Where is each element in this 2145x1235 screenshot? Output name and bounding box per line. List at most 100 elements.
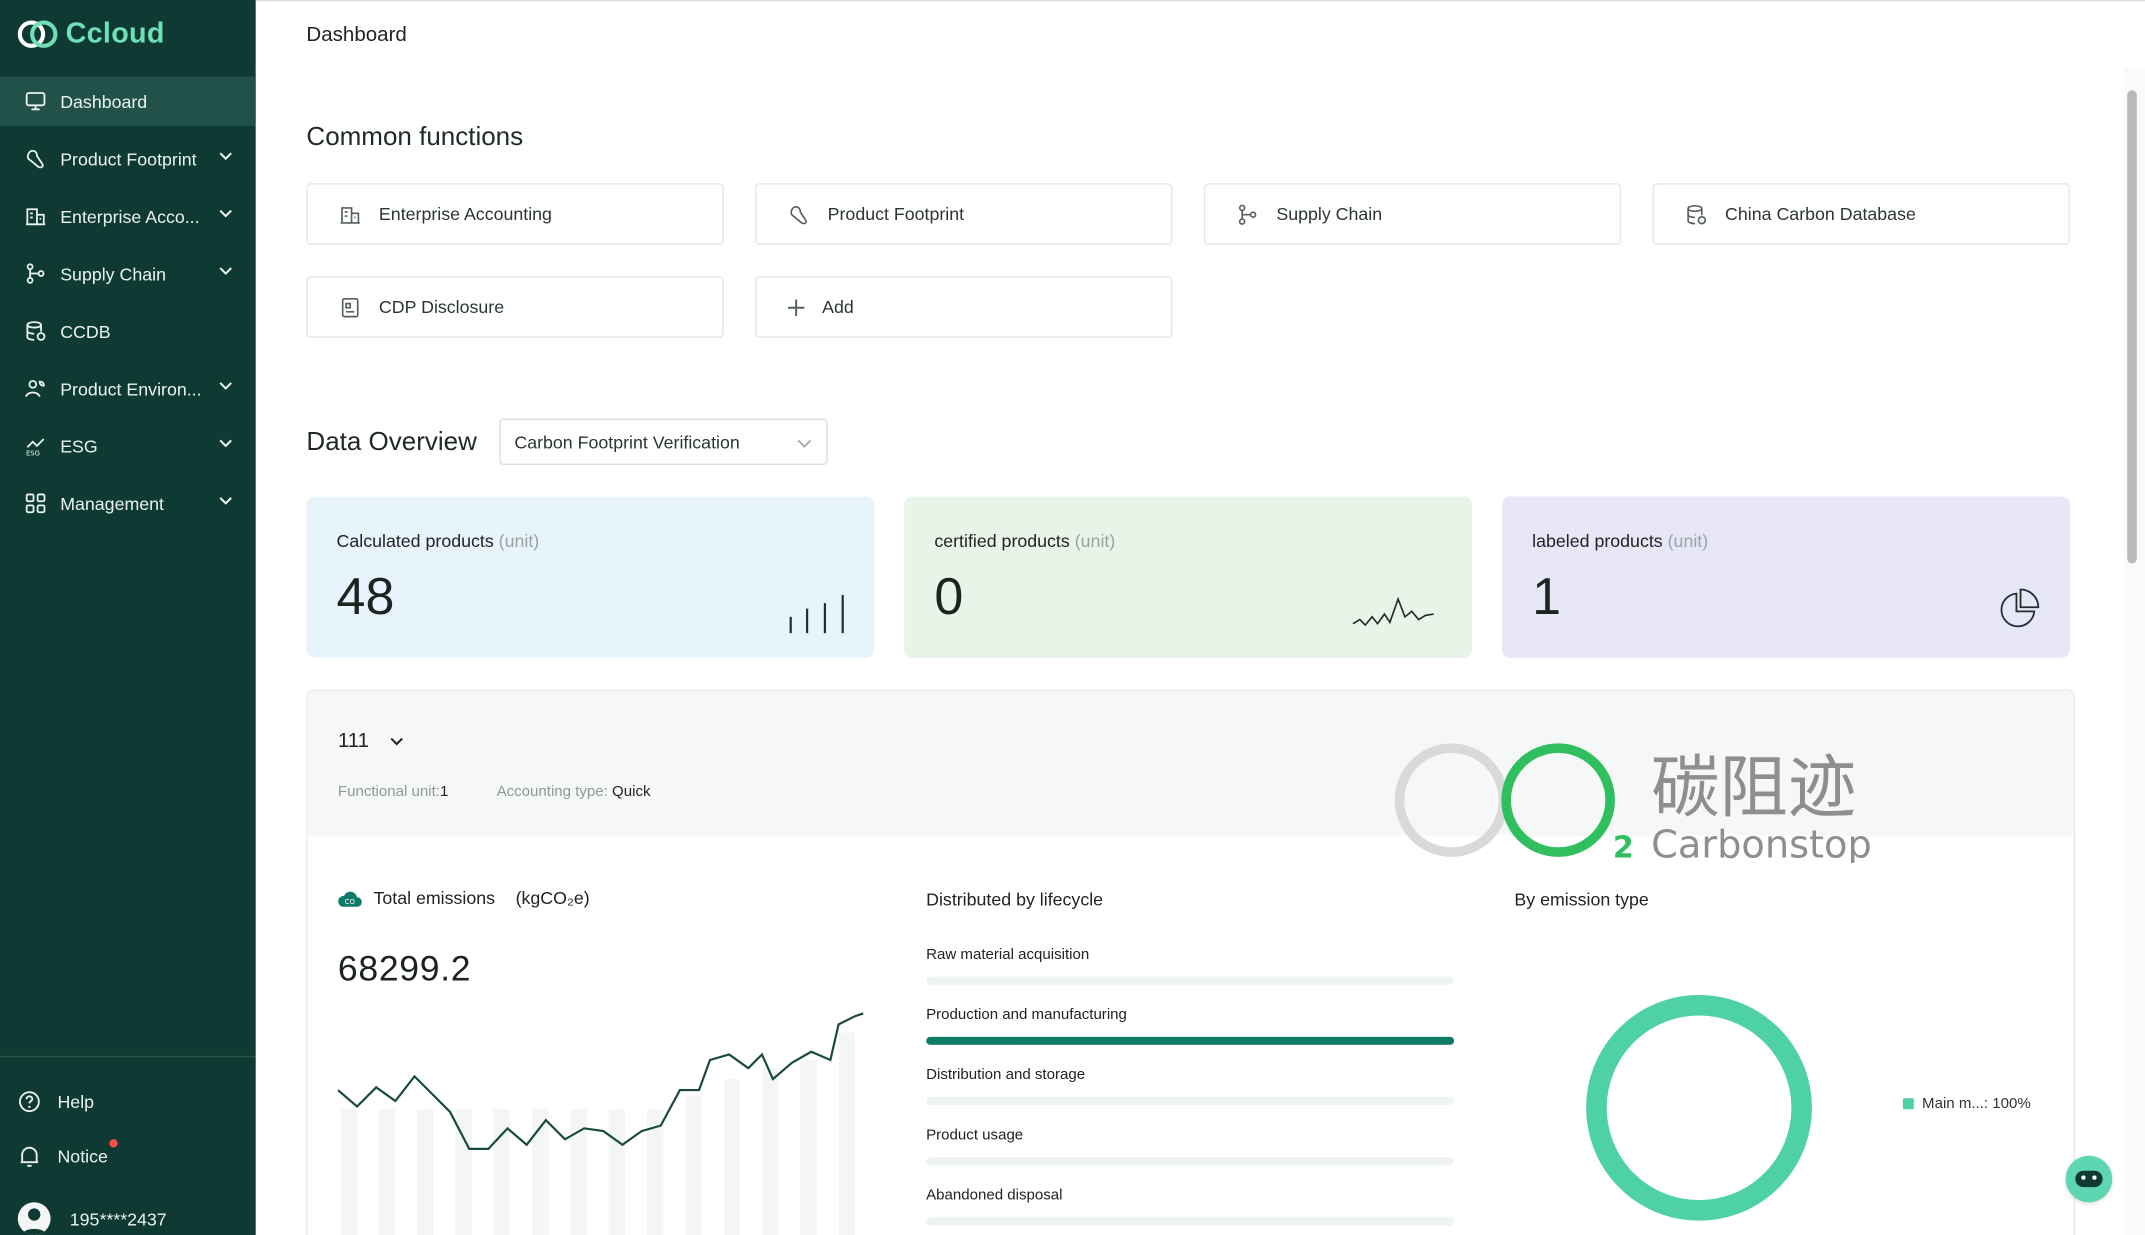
stat-label-text: Calculated products [336, 530, 494, 552]
sidebar-nav: Dashboard Product Footprint Enterprise A… [0, 76, 256, 537]
stat-card-labeled[interactable]: labeled products (unit) 1 [1502, 496, 2070, 658]
chevron-down-icon [219, 497, 232, 505]
sidebar-item-management[interactable]: Management [0, 479, 256, 528]
chevron-down-icon [797, 439, 812, 448]
monitor-icon [23, 89, 48, 114]
help-icon [18, 1089, 41, 1112]
leaf-person-icon [23, 376, 48, 401]
sidebar: Ccloud Dashboard Product Footprint Enter… [0, 0, 256, 1235]
select-value: Carbon Footprint Verification [514, 431, 740, 453]
meta-value: 1 [439, 783, 449, 801]
shortcut-china-carbon-database[interactable]: China Carbon Database [1652, 183, 2070, 245]
data-overview-title: Data Overview [306, 428, 477, 457]
watermark-sub: 2 [1613, 831, 1634, 863]
lifecycle-row: Distribution and storage [926, 1066, 1455, 1106]
shortcut-cdp-disclosure[interactable]: CDP Disclosure [306, 276, 724, 338]
page-title: Dashboard [306, 23, 407, 47]
branch-icon [23, 261, 48, 286]
lifecycle-name: Production and manufacturing [926, 1006, 1127, 1024]
stat-label: certified products (unit) [934, 531, 1115, 552]
top-bar: Dashboard [255, 0, 2145, 70]
sidebar-footer: Help Notice 195****2437 [0, 1055, 256, 1235]
brand-name: Ccloud [65, 17, 165, 50]
notification-dot [109, 1139, 118, 1148]
sidebar-item-label: Enterprise Acco... [60, 205, 200, 227]
document-icon [338, 295, 363, 320]
chevron-down-icon [219, 439, 232, 448]
lifecycle-name: Distribution and storage [926, 1066, 1086, 1084]
sidebar-item-ccdb[interactable]: CCDB [0, 306, 256, 355]
user-profile[interactable]: 195****2437 [0, 1191, 256, 1235]
sidebar-item-enterprise-accounting[interactable]: Enterprise Acco... [0, 191, 256, 240]
total-emissions-header: CO Total emissions (kgCO₂e) [338, 887, 590, 909]
bar-chart-icon [789, 594, 844, 634]
lifecycle-track [926, 1217, 1455, 1226]
scrollbar-thumb[interactable] [2127, 90, 2137, 564]
stat-value: 0 [934, 568, 964, 627]
sidebar-item-label: Dashboard [60, 90, 148, 112]
bell-icon [18, 1144, 41, 1167]
sidebar-item-esg[interactable]: ESG ESG [0, 421, 256, 470]
donut-segment[interactable] [1586, 995, 1812, 1221]
project-selector[interactable]: 111 [338, 729, 405, 752]
watermark-cn: 碳阻迹 [1651, 749, 1856, 828]
stat-card-calculated[interactable]: Calculated products (unit) 48 [306, 496, 875, 658]
footprint-icon [23, 146, 48, 171]
overview-type-select[interactable]: Carbon Footprint Verification [499, 418, 828, 466]
sidebar-item-label: Management [60, 493, 165, 514]
chat-assistant-button[interactable] [2065, 1155, 2113, 1203]
shortcut-enterprise-accounting[interactable]: Enterprise Accounting [306, 183, 724, 245]
branch-icon [1235, 202, 1260, 227]
main-content: Common functions Enterprise Accounting P… [255, 68, 2125, 1235]
help-label: Help [57, 1090, 95, 1112]
help-link[interactable]: Help [0, 1074, 256, 1129]
stat-label: labeled products (unit) [1532, 531, 1708, 552]
sidebar-item-product-footprint[interactable]: Product Footprint [0, 134, 256, 183]
legend-swatch [1902, 1098, 1914, 1110]
lifecycle-row: Abandoned disposal [926, 1187, 1455, 1226]
sidebar-item-label: CCDB [60, 320, 111, 342]
plus-icon [784, 295, 809, 320]
sparkline-icon [1352, 596, 1434, 627]
carbonstop-watermark: 2 碳阻迹 Carbonstop [1394, 743, 1872, 863]
lifecycle-name: Abandoned disposal [926, 1187, 1063, 1204]
add-shortcut-button[interactable]: Add [755, 276, 1173, 338]
lifecycle-track [926, 1096, 1455, 1106]
sidebar-item-label: Supply Chain [60, 263, 166, 284]
database-icon [1684, 202, 1709, 227]
common-functions-title: Common functions [306, 123, 524, 152]
emission-type-title: By emission type [1514, 889, 1649, 910]
lifecycle-fill [926, 1036, 1455, 1045]
grid-icon [23, 491, 48, 516]
chevron-down-icon [219, 209, 232, 218]
svg-text:ESG: ESG [26, 449, 40, 456]
lifecycle-row: Raw material acquisition [926, 946, 1455, 985]
watermark-en: Carbonstop [1651, 823, 1872, 863]
shortcut-label: China Carbon Database [1725, 203, 1916, 225]
accounting-type: Accounting type: Quick [497, 784, 651, 800]
sidebar-item-supply-chain[interactable]: Supply Chain [0, 249, 256, 298]
total-emissions-unit: (kgCO₂e) [515, 887, 590, 909]
chevron-down-icon [219, 267, 232, 275]
sidebar-item-dashboard[interactable]: Dashboard [0, 76, 256, 126]
sidebar-item-product-environment[interactable]: Product Environ... [0, 364, 256, 413]
stat-card-certified[interactable]: certified products (unit) 0 [904, 496, 1472, 658]
lifecycle-track [926, 976, 1455, 985]
notice-link[interactable]: Notice [0, 1128, 256, 1183]
project-panel: 111 Functional unit:1 Accounting type: Q… [306, 689, 2076, 1235]
stat-unit: (unit) [1667, 530, 1709, 552]
meta-value: Quick [612, 783, 651, 801]
emission-type-legend[interactable]: Main m...: 100% [1902, 1096, 2031, 1112]
avatar [17, 1202, 51, 1235]
shortcut-label: Supply Chain [1276, 203, 1383, 225]
stat-value: 48 [336, 568, 395, 627]
add-label: Add [822, 296, 854, 318]
shortcut-product-footprint[interactable]: Product Footprint [755, 183, 1173, 245]
meta-label: Functional unit: [337, 783, 440, 801]
total-emissions-label: Total emissions [373, 887, 496, 909]
shortcut-supply-chain[interactable]: Supply Chain [1203, 183, 1622, 245]
stat-label: Calculated products (unit) [337, 531, 540, 552]
lifecycle-title: Distributed by lifecycle [926, 889, 1104, 910]
lifecycle-row: Product usage [926, 1127, 1455, 1166]
brand-logo[interactable]: Ccloud [16, 14, 164, 55]
